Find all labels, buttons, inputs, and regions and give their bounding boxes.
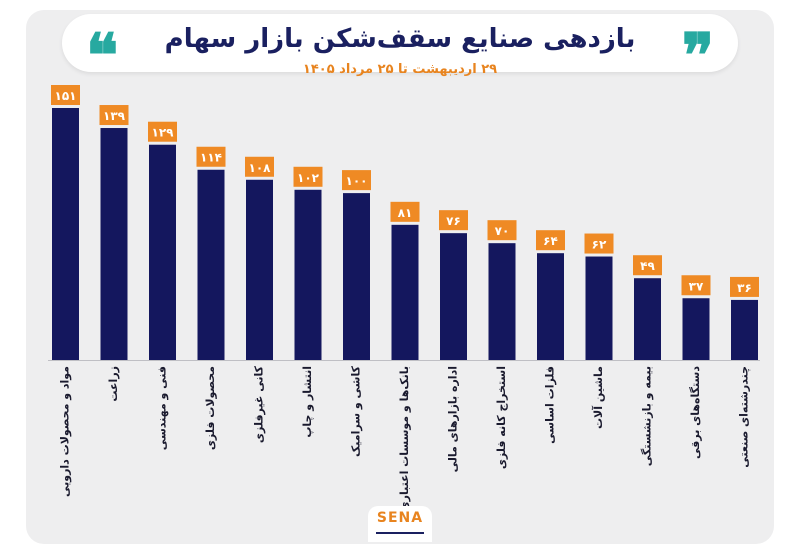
category-label: بیمه و بازنشستگی bbox=[641, 366, 654, 466]
bar bbox=[537, 253, 564, 360]
bar bbox=[294, 189, 322, 360]
category-label: مواد و محصولات دارویی bbox=[59, 366, 72, 497]
value-label-bg bbox=[196, 146, 226, 167]
date-range-subtitle: ۲۹ اردیبهشت تا ۲۵ مرداد ۱۴۰۵ bbox=[302, 62, 498, 77]
close-quote-icon: ❞ bbox=[681, 21, 714, 91]
value-label-bg bbox=[584, 233, 614, 254]
category-label: دستگاه‌های برقی bbox=[689, 366, 702, 459]
data-label: ۱۵۱ bbox=[55, 89, 77, 103]
value-label-bg bbox=[536, 230, 565, 251]
value-label-bg bbox=[293, 166, 323, 187]
value-label-bg bbox=[245, 156, 274, 177]
bar bbox=[197, 169, 225, 360]
data-label: ۱۲۹ bbox=[152, 126, 175, 140]
category-label: فلزات اساسی bbox=[544, 366, 557, 444]
data-label: ۷۶ bbox=[446, 214, 461, 228]
logo-underline bbox=[376, 532, 424, 534]
category-label: زراعت bbox=[107, 366, 120, 402]
category-label: کانی غیرفلزی bbox=[253, 365, 266, 443]
bar bbox=[246, 179, 273, 360]
data-label: ۷۰ bbox=[495, 224, 510, 238]
value-label-bg bbox=[148, 121, 177, 142]
category-label: اداره بازارهای مالی bbox=[447, 366, 460, 472]
category-label: بانک‌ها و موسسات اعتباری bbox=[398, 366, 411, 511]
value-label-bg bbox=[730, 276, 759, 297]
data-label: ۴۹ bbox=[640, 259, 655, 273]
category-label: چندرشته‌ای صنعتی bbox=[738, 366, 751, 468]
bar bbox=[52, 108, 79, 360]
data-label: ۳۷ bbox=[689, 279, 704, 293]
value-label-bg bbox=[390, 201, 420, 222]
title-banner: ❝ بازدهی صنایع سقف‌شکن بازار سهام ❞ bbox=[62, 14, 738, 86]
data-label: ۶۴ bbox=[543, 234, 558, 248]
bar bbox=[634, 278, 661, 360]
value-label-bg bbox=[99, 105, 129, 126]
bar bbox=[682, 298, 710, 360]
data-label: ۱۰۰ bbox=[346, 174, 368, 188]
value-label-bg bbox=[51, 85, 80, 105]
value-label-bg bbox=[342, 170, 371, 191]
bar bbox=[488, 243, 516, 360]
value-label-bg bbox=[681, 275, 711, 296]
category-label: محصولات فلزی bbox=[204, 366, 217, 450]
value-label-bg bbox=[487, 220, 517, 241]
bar bbox=[440, 233, 467, 360]
bar bbox=[100, 128, 128, 360]
data-label: ۳۶ bbox=[737, 281, 752, 295]
page-title: بازدهی صنایع سقف‌شکن بازار سهام bbox=[164, 24, 636, 54]
bar bbox=[731, 299, 758, 360]
data-label: ۱۳۹ bbox=[103, 109, 126, 123]
category-label: استخراج کانه فلزی bbox=[495, 366, 509, 469]
category-label: انتشار و چاپ bbox=[301, 366, 314, 438]
bar bbox=[343, 193, 370, 360]
value-label-bg bbox=[439, 210, 468, 231]
category-label: کاشی و سرامیک bbox=[350, 365, 363, 457]
category-label: ماشین آلات bbox=[591, 366, 605, 429]
data-label: ۸۱ bbox=[398, 206, 413, 220]
bar bbox=[149, 144, 176, 360]
data-label: ۱۰۲ bbox=[297, 171, 320, 185]
bar bbox=[391, 224, 419, 360]
bar bbox=[585, 256, 613, 360]
data-label: ۶۲ bbox=[592, 238, 607, 252]
open-quote-icon: ❝ bbox=[86, 21, 119, 91]
value-label-bg bbox=[633, 255, 662, 276]
data-label: ۱۰۸ bbox=[249, 161, 272, 175]
sena-logo: SENA bbox=[368, 506, 432, 542]
data-label: ۱۱۴ bbox=[200, 151, 222, 165]
category-label: فنی و مهندسی bbox=[156, 366, 169, 450]
logo-text: SENA bbox=[376, 510, 424, 526]
